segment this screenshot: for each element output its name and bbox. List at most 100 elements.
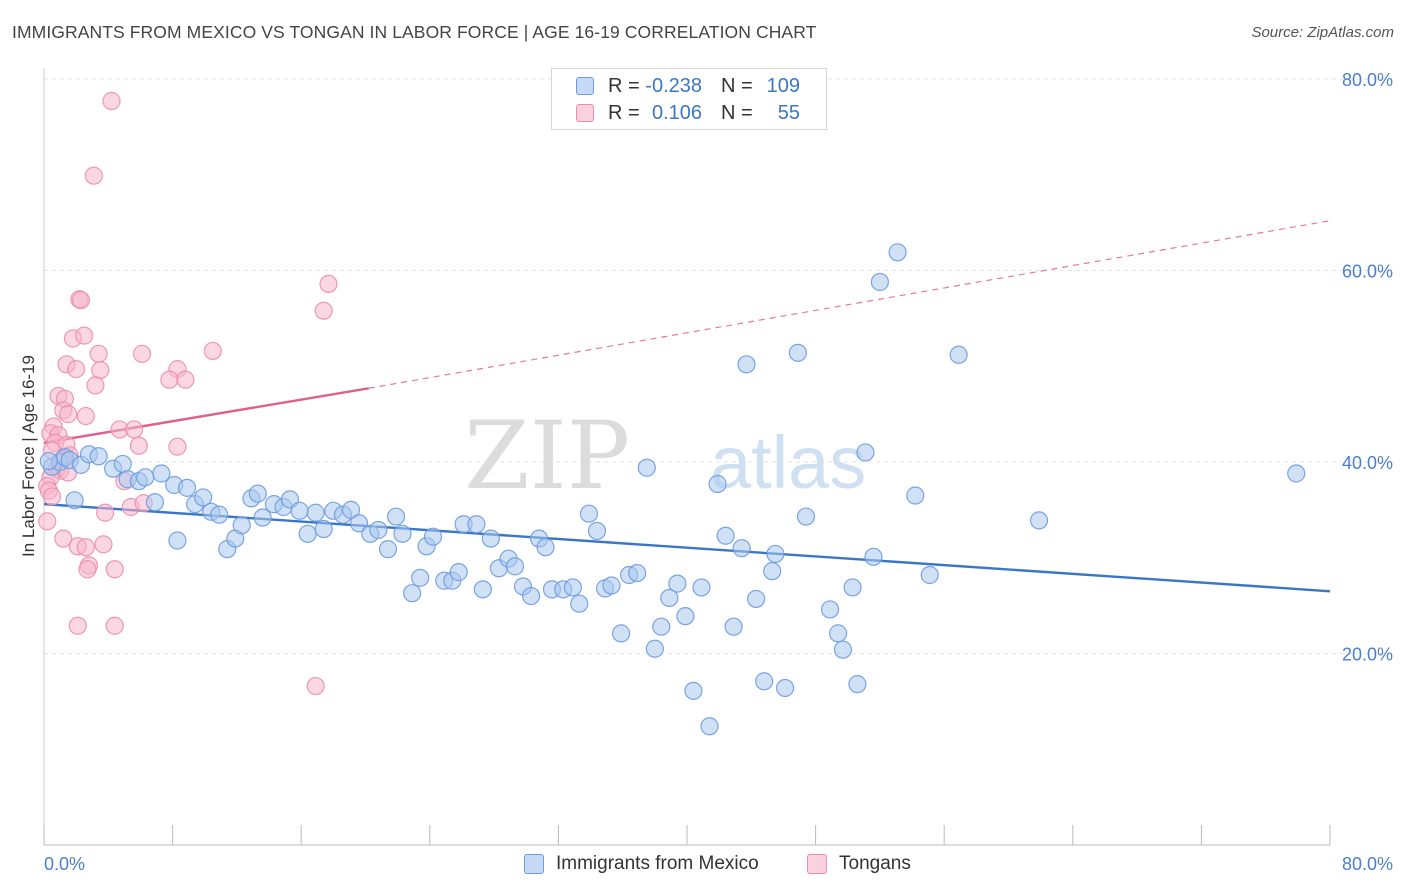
source-credit: Source: ZipAtlas.com <box>1251 24 1394 41</box>
tongans-point <box>71 291 91 310</box>
mexico-point <box>563 578 582 597</box>
mexico-point <box>579 504 599 523</box>
mexico-point <box>949 345 968 364</box>
mexico-point <box>864 547 883 566</box>
mexico-point <box>920 565 939 585</box>
stats-row-tongans: R = 0.106 N = 55 <box>576 100 800 126</box>
mexico-point <box>177 478 197 497</box>
mexico-point <box>700 717 719 736</box>
tongans-point <box>132 344 152 363</box>
mexico-point <box>168 531 187 550</box>
tongans-point <box>75 326 94 345</box>
tongans-point <box>84 166 103 185</box>
tongans-trend-line <box>368 220 1331 389</box>
n-value-mexico: 109 <box>766 74 800 97</box>
r-value-tongans: 0.106 <box>651 101 702 124</box>
tongans-point <box>78 560 97 579</box>
tongans-point <box>86 376 105 395</box>
mexico-point <box>652 617 671 636</box>
mexico-point <box>724 617 743 636</box>
mexico-point <box>210 505 229 524</box>
mexico-point <box>411 568 430 587</box>
tongans-point <box>59 405 78 424</box>
mexico-point <box>906 486 925 505</box>
tongans-point <box>105 616 124 635</box>
mexico-point <box>737 355 756 374</box>
mexico-point <box>341 500 361 519</box>
mexico-point <box>888 243 907 262</box>
x-tick-label: 80.0% <box>1342 854 1393 874</box>
mexico-point <box>152 464 171 483</box>
y-axis-label: In Labor Force | Age 16-19 <box>19 355 38 557</box>
mexico-point <box>113 454 132 474</box>
mexico-point <box>39 451 58 471</box>
mexico-point <box>473 580 492 599</box>
tongans-point <box>94 535 113 554</box>
legend-mexico-label: Immigrants from Mexico <box>556 853 759 874</box>
tongans-point <box>95 503 115 522</box>
tongans-point <box>76 538 95 557</box>
tongans-point <box>160 370 179 389</box>
mexico-point <box>378 540 398 559</box>
n-value-tongans: 55 <box>777 101 800 124</box>
tongans-swatch <box>576 104 594 122</box>
mexico-point <box>645 639 664 658</box>
stats-box: R = -0.238 N = 109 R = 0.106 N = 55 <box>551 68 827 130</box>
tongans-point <box>67 360 86 379</box>
legend-item-mexico[interactable]: Immigrants from Mexico <box>524 851 759 877</box>
tongans-point <box>105 560 124 579</box>
mexico-point <box>1287 464 1306 483</box>
tongans-point <box>102 91 121 111</box>
mexico-point <box>1029 511 1049 530</box>
mexico-point <box>668 574 687 593</box>
mexico-point <box>449 563 468 582</box>
mexico-point <box>684 681 703 700</box>
tongans-points <box>38 91 338 696</box>
mexico-point <box>763 562 782 581</box>
mexico-point <box>602 576 621 595</box>
legend-tongans-label: Tongans <box>839 853 911 874</box>
r-value-mexico: -0.238 <box>645 74 702 97</box>
mexico-point <box>637 458 656 477</box>
mexico-point <box>829 624 848 643</box>
r-label: R = <box>608 101 640 124</box>
mexico-point <box>692 578 711 597</box>
mexico-point <box>505 557 525 576</box>
mexico-point <box>766 544 785 564</box>
legend-mexico-swatch <box>524 854 544 874</box>
mexico-point <box>136 468 155 487</box>
mexico-point <box>570 594 589 613</box>
mexico-point <box>660 588 679 608</box>
tongans-point <box>42 487 62 506</box>
mexico-point <box>788 343 808 362</box>
tongans-point <box>54 529 73 548</box>
mexico-point <box>843 578 862 597</box>
y-tick-label: 60.0% <box>1342 262 1393 282</box>
tongans-point <box>129 436 148 455</box>
mexico-point <box>253 508 272 527</box>
tongans-point <box>89 344 108 363</box>
grid-lines <box>44 78 1392 654</box>
mexico-point <box>732 539 751 558</box>
n-label: N = <box>721 101 753 124</box>
mexico-point <box>755 672 774 691</box>
mexico-point <box>521 586 541 606</box>
mexico-point <box>89 447 108 466</box>
mexico-point <box>290 501 309 520</box>
tongans-point <box>314 301 333 320</box>
mexico-point <box>481 529 500 548</box>
mexico-point <box>298 524 317 543</box>
tongans-point <box>38 512 57 531</box>
legend-item-tongans[interactable]: Tongans <box>807 851 911 877</box>
mexico-point <box>314 519 333 539</box>
mexico-point <box>820 600 840 619</box>
watermark: ZIP atlas <box>464 402 866 511</box>
tongans-point <box>68 616 87 635</box>
mexico-point <box>403 584 422 603</box>
mexico-point <box>747 589 766 609</box>
mexico-point <box>536 538 555 557</box>
mexico-points <box>39 243 1306 736</box>
mexico-point <box>848 675 867 694</box>
mexico-point <box>796 507 816 526</box>
